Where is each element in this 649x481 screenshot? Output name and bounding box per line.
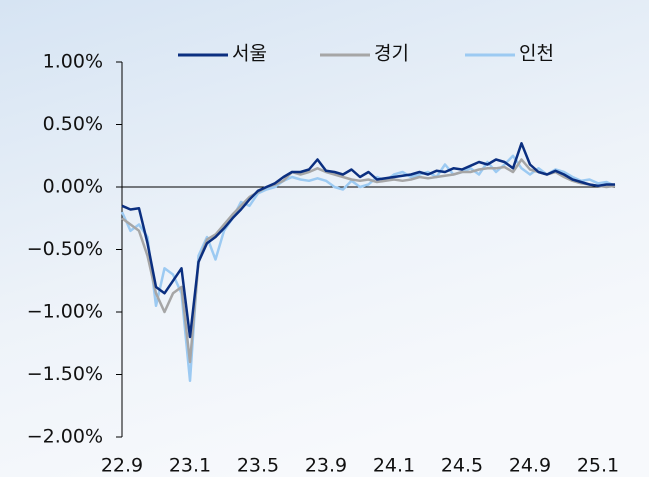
y-tick-label: −1.00% — [27, 301, 103, 323]
x-tick-label: 23.9 — [305, 455, 347, 477]
y-tick-label: −2.00% — [27, 426, 103, 448]
y-tick-label: 0.00% — [43, 176, 103, 198]
y-tick-label: −0.50% — [27, 238, 103, 260]
x-tick-label: 25.1 — [577, 455, 619, 477]
y-tick-label: 1.00% — [43, 51, 103, 73]
x-tick-label: 24.1 — [373, 455, 415, 477]
y-tick-label: 0.50% — [43, 113, 103, 135]
legend-label: 서울 — [232, 43, 267, 65]
x-tick-label: 22.9 — [101, 455, 143, 477]
series-line — [120, 154, 616, 383]
legend-label: 경기 — [374, 43, 409, 65]
legend-label: 인천 — [519, 43, 554, 65]
x-tick-label: 24.9 — [509, 455, 551, 477]
x-tick-label: 23.5 — [237, 455, 279, 477]
y-tick-label: −1.50% — [27, 363, 103, 385]
x-tick-label: 24.5 — [441, 455, 483, 477]
series-line — [121, 142, 615, 339]
x-tick-label: 23.1 — [169, 455, 211, 477]
